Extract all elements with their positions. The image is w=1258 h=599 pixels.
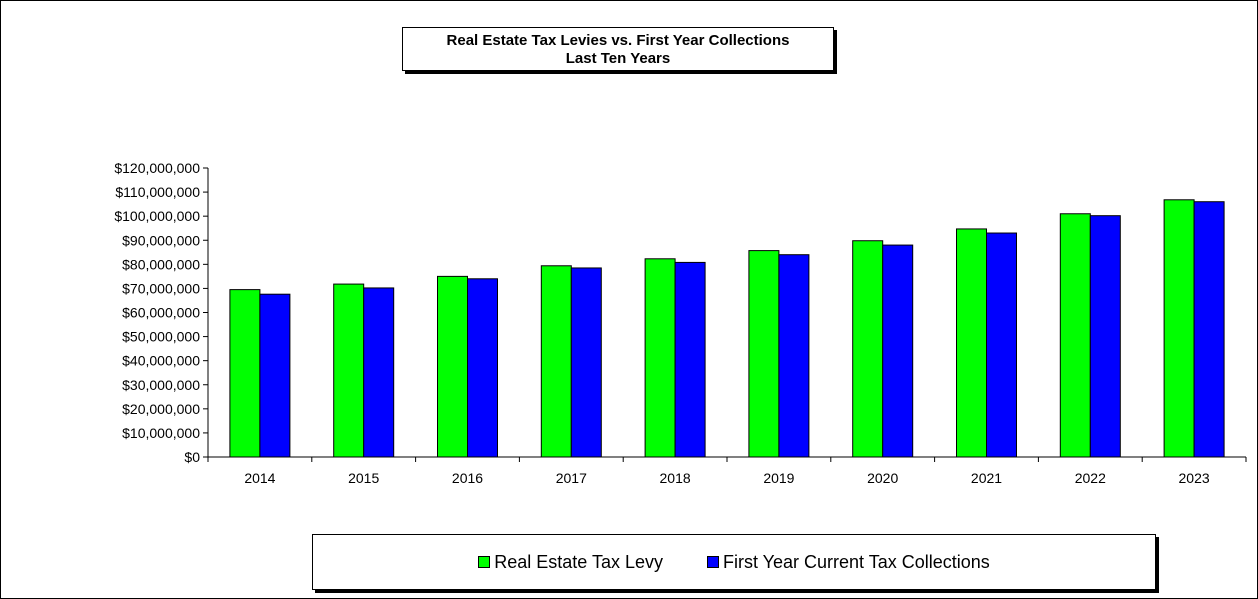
chart-title-box: Real Estate Tax Levies vs. First Year Co… [402,27,834,71]
x-tick-label: 2020 [867,470,898,486]
bars [229,199,1225,458]
y-tick-label: $20,000,000 [122,401,200,417]
y-tick-label: $100,000,000 [114,208,200,224]
x-tick-label: 2021 [971,470,1002,486]
bar-collections-2022 [1089,215,1121,458]
bar-collections-2018 [674,261,706,458]
y-tick-label: $110,000,000 [115,184,200,200]
x-tick-label: 2022 [1075,470,1106,486]
legend-item-levy: Real Estate Tax Levy [478,552,663,573]
x-tick-label: 2015 [348,470,379,486]
bar-levy-2018 [644,258,676,458]
bar-collections-2020 [882,244,914,458]
bar-levy-2020 [852,240,884,458]
y-axis: $0 $10,000,000 $20,000,000 $30,000,000 $40,0… [114,160,209,465]
x-tick-label: 2016 [452,470,483,486]
legend-swatch-collections [706,556,719,568]
bar-collections-2017 [570,267,602,458]
legend-swatch-levy [478,556,491,568]
y-tick-label: $50,000,000 [122,329,200,345]
bar-levy-2015 [333,283,365,458]
x-tick-label: 2017 [556,470,587,486]
legend-label-collections: First Year Current Tax Collections [722,551,990,572]
y-tick-label: $70,000,000 [122,280,200,296]
y-tick-label: $10,000,000 [122,425,200,441]
bar-collections-2015 [363,287,395,458]
x-tick-label: 2018 [660,470,691,486]
y-tick-label: $40,000,000 [122,353,200,369]
bar-levy-2023 [1163,199,1195,458]
x-tick-label: 2023 [1179,470,1210,486]
chart-subtitle: Last Ten Years [565,50,671,67]
y-tick-label: $80,000,000 [122,256,200,272]
bar-levy-2022 [1059,213,1091,458]
legend-item-collections: First Year Current Tax Collections [706,551,990,573]
legend-label-levy: Real Estate Tax Levy [494,551,663,572]
bar-levy-2017 [540,265,572,458]
bar-collections-2016 [467,278,498,458]
bar-levy-2016 [437,275,468,458]
x-tick-label: 2014 [244,470,275,486]
y-tick-label: $30,000,000 [122,377,200,393]
y-tick-label: $60,000,000 [122,305,200,321]
bar-levy-2021 [956,228,987,458]
bar-levy-2019 [748,250,780,458]
y-tick-label: $0 [184,449,200,465]
y-tick-label: $120,000,000 [114,160,200,176]
bar-collections-2019 [778,254,810,458]
bar-collections-2023 [1193,201,1225,458]
x-tick-label: 2019 [763,470,794,486]
x-axis: 2014 2015 2016 2017 2018 2019 2020 2021 2022 2023 [207,456,1247,486]
bar-collections-2014 [259,293,291,458]
chart-title: Real Estate Tax Levies vs. First Year Co… [446,32,790,49]
bar-collections-2021 [986,232,1017,458]
legend: Real Estate Tax Levy First Year Current … [312,534,1156,590]
y-tick-label: $90,000,000 [122,232,200,248]
bar-levy-2014 [229,289,261,458]
